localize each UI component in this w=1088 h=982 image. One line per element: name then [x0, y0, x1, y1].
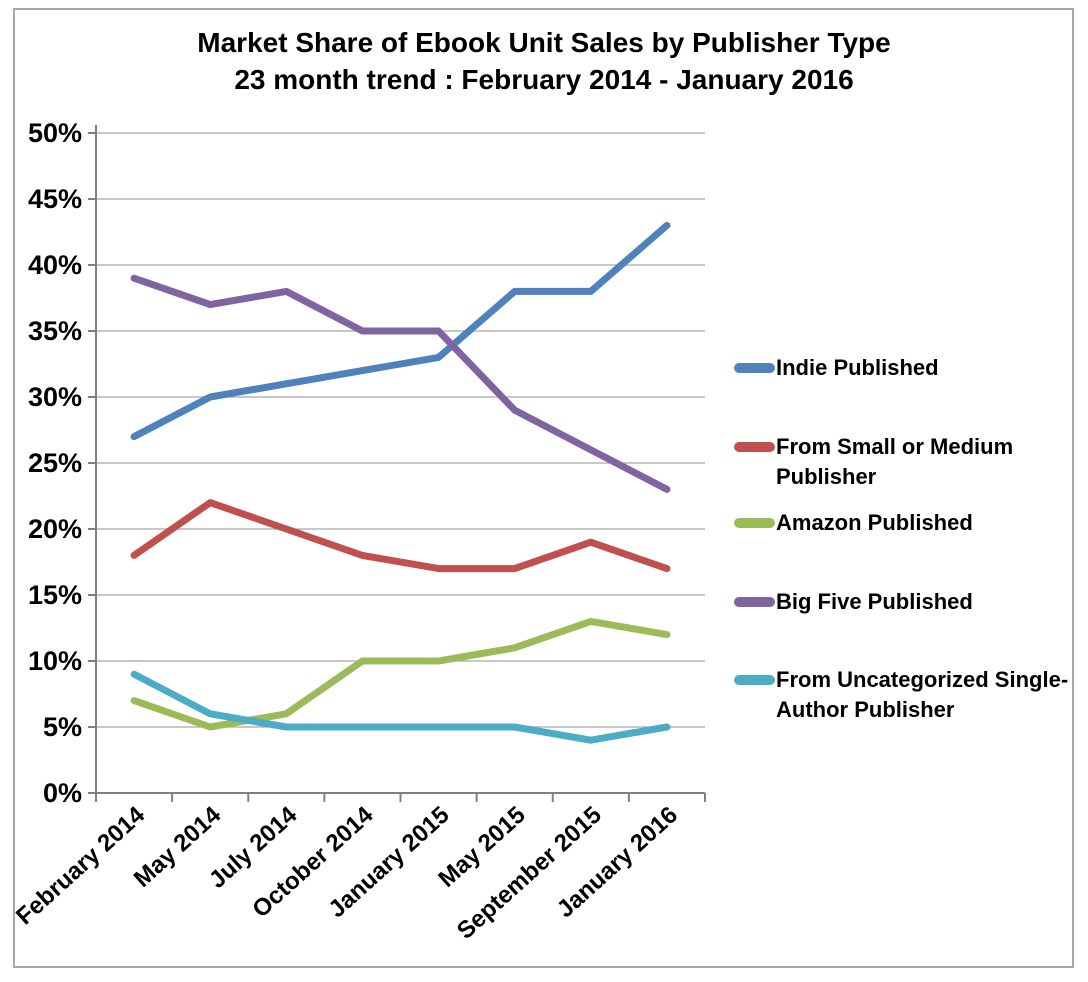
- chart-subtitle: 23 month trend : February 2014 - January…: [234, 64, 854, 95]
- legend-item-amazon-published: Amazon Published: [734, 508, 973, 538]
- series-line-big-five-published: [130, 274, 671, 493]
- legend-label: Big Five Published: [776, 589, 973, 614]
- legend-label: From Small or Medium Publisher: [776, 434, 1014, 489]
- y-axis-tick-label: 10%: [28, 646, 82, 676]
- x-axis-tick-label: February 2014: [11, 801, 151, 930]
- x-axis-tick-label: September 2015: [452, 801, 607, 944]
- y-axis-tick-label: 15%: [28, 580, 82, 610]
- y-axis-tick-label: 30%: [28, 382, 82, 412]
- y-axis-tick-label: 45%: [28, 184, 82, 214]
- legend-label: Indie Published: [776, 355, 939, 380]
- chart-border: [13, 8, 1074, 968]
- y-axis-tick-label: 20%: [28, 514, 82, 544]
- legend-swatch-big-five-published: [734, 597, 775, 607]
- chart-title: Market Share of Ebook Unit Sales by Publ…: [197, 27, 891, 58]
- legend-item-small-or-medium-publisher: From Small or Medium Publisher: [734, 432, 1088, 492]
- legend-item-big-five-published: Big Five Published: [734, 587, 973, 617]
- series-line-amazon-published: [130, 617, 671, 731]
- y-axis-tick-label: 50%: [28, 118, 82, 148]
- legend-swatch-indie-published: [734, 363, 775, 373]
- legend-swatch-uncategorized-single-author: [734, 675, 775, 685]
- y-axis-tick-label: 40%: [28, 250, 82, 280]
- legend-item-uncategorized-single-author: From Uncategorized Single-Author Publish…: [734, 665, 1088, 725]
- legend-label: From Uncategorized Single-Author Publish…: [776, 667, 1069, 722]
- series-line-indie-published: [130, 221, 671, 441]
- legend-label: Amazon Published: [776, 510, 973, 535]
- y-axis-tick-label: 35%: [28, 316, 82, 346]
- series-line-from-uncategorized-single-author-publisher: [130, 670, 671, 744]
- legend-swatch-amazon-published: [734, 518, 775, 528]
- legend-swatch-small-or-medium-publisher: [734, 442, 775, 452]
- y-axis-tick-label: 5%: [43, 712, 82, 742]
- chart-title-block: Market Share of Ebook Unit Sales by Publ…: [0, 24, 1088, 98]
- y-axis-tick-label: 25%: [28, 448, 82, 478]
- legend-item-indie-published: Indie Published: [734, 353, 939, 383]
- series-line-from-small-or-medium-publisher: [130, 499, 671, 573]
- y-axis-tick-label: 0%: [43, 778, 82, 808]
